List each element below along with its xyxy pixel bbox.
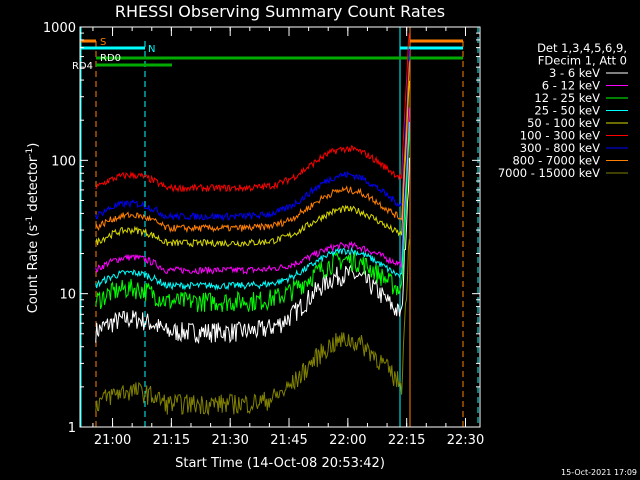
flag-label-rd4: RD4 — [72, 61, 93, 72]
series-line — [95, 131, 410, 313]
series-line — [95, 157, 410, 345]
series-0 — [95, 157, 410, 345]
series-2 — [95, 131, 410, 313]
plot-area: S N RD0 RD4 — [72, 27, 479, 427]
legend-entry-label: 50 - 100 keV — [527, 116, 600, 130]
series-3 — [95, 121, 410, 291]
y-tick-label: 100 — [51, 154, 76, 169]
legend-entry-label: 3 - 6 keV — [549, 66, 600, 80]
y-tick-label: 1000 — [43, 21, 76, 36]
series-line — [95, 239, 410, 416]
series-line — [95, 121, 410, 291]
legend-entry-label: 6 - 12 keV — [542, 79, 600, 93]
flag-label-rd0: RD0 — [100, 53, 121, 64]
series-8 — [95, 239, 410, 416]
legend-entry-label: 300 - 800 keV — [520, 141, 600, 155]
plot-frame — [79, 26, 481, 428]
x-tick-label: 22:00 — [329, 433, 366, 448]
series-line — [95, 33, 410, 193]
x-tick-label: 21:45 — [270, 433, 307, 448]
legend-entry-label: 25 - 50 keV — [534, 104, 600, 118]
legend-header: FDecim 1, Att 0 — [538, 54, 627, 68]
y-tick-label: 1 — [68, 421, 76, 436]
x-axis-label: Start Time (14-Oct-08 20:53:42) — [175, 456, 385, 471]
x-tick-label: 21:30 — [211, 433, 248, 448]
x-tick-label: 22:30 — [447, 433, 484, 448]
y-tick-label: 10 — [59, 288, 76, 303]
y-axis: 1 10 100 1000 — [43, 21, 480, 436]
series-5 — [95, 33, 410, 193]
x-axis: 21:00 21:15 21:30 21:45 22:00 22:15 22:30 — [92, 27, 484, 448]
flag-label-s: S — [100, 37, 106, 48]
series-6 — [95, 48, 410, 222]
legend-entry-label: 12 - 25 keV — [534, 91, 600, 105]
series-7 — [95, 61, 410, 234]
series-4 — [95, 80, 410, 248]
series-line — [95, 61, 410, 234]
x-tick-label: 21:00 — [94, 433, 131, 448]
x-tick-label: 21:15 — [153, 433, 190, 448]
legend-entry-label: 800 - 7000 keV — [512, 154, 600, 168]
series-1 — [95, 107, 410, 275]
legend-header: Det 1,3,4,5,6,9, — [537, 41, 627, 55]
series-line — [95, 80, 410, 248]
timestamp: 15-Oct-2021 17:09 — [561, 468, 637, 477]
legend: Det 1,3,4,5,6,9,FDecim 1, Att 03 - 6 keV… — [498, 41, 628, 180]
series-line — [95, 48, 410, 222]
chart-title: RHESSI Observing Summary Count Rates — [115, 2, 445, 21]
x-tick-label: 22:15 — [388, 433, 425, 448]
legend-entry-label: 100 - 300 keV — [520, 129, 600, 143]
flag-label-n: N — [148, 44, 155, 55]
y-axis-label: Count Rate (s-1 detector-1) — [25, 143, 41, 314]
series-line — [95, 107, 410, 275]
legend-entry-label: 7000 - 15000 keV — [498, 166, 600, 180]
